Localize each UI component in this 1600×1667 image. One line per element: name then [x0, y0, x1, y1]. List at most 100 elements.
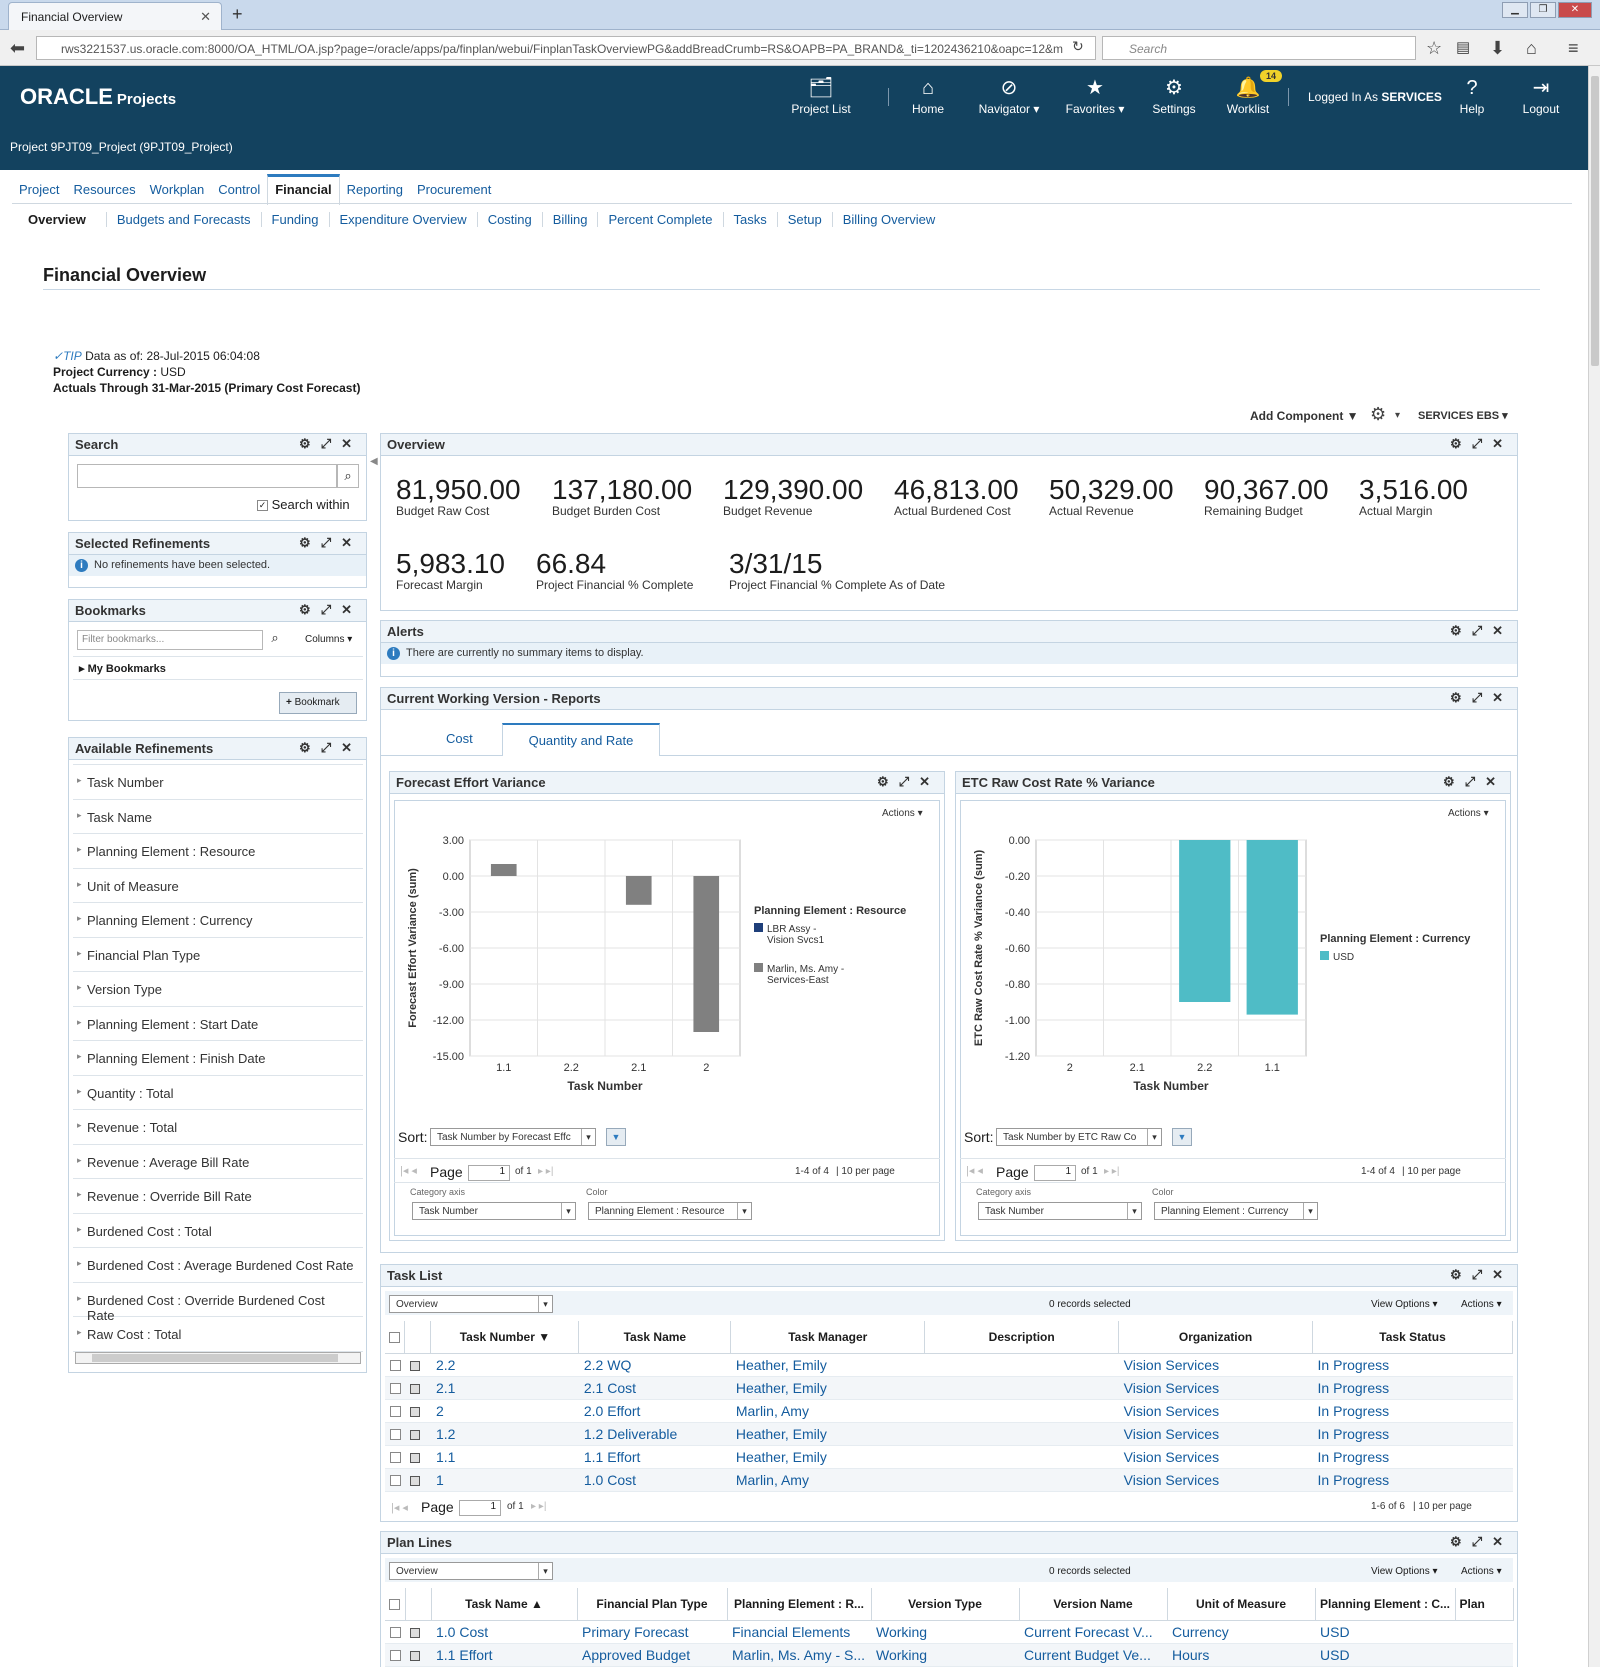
row-checkbox[interactable] [385, 1422, 405, 1446]
checkbox-icon[interactable] [390, 1627, 401, 1639]
plan-actions-menu[interactable]: Actions ▾ [1461, 1566, 1502, 1577]
cell-task-status[interactable]: In Progress [1312, 1445, 1513, 1469]
detail-icon[interactable] [409, 1360, 420, 1371]
refinement-item[interactable]: Task Number [73, 765, 363, 800]
worklist-button[interactable]: 🔔 Worklist [1220, 74, 1276, 116]
tab-financial[interactable]: Financial [267, 174, 340, 205]
filter-bookmarks-input[interactable]: Filter bookmarks... [77, 630, 263, 650]
tab-quantity-rate[interactable]: Quantity and Rate [502, 723, 660, 756]
cell-task-number[interactable]: 2.2 [430, 1353, 579, 1377]
subtab-costing[interactable]: Costing [478, 212, 543, 227]
restore-icon[interactable]: ❐ [1530, 2, 1556, 18]
refinement-item[interactable]: Burdened Cost : Average Burdened Cost Ra… [73, 1248, 363, 1283]
refinements-hscrollbar[interactable] [75, 1352, 361, 1364]
reload-icon[interactable]: ↻ [1072, 38, 1084, 54]
refinement-item[interactable]: Planning Element : Currency [73, 903, 363, 938]
chart-actions-menu[interactable]: Actions ▾ [1448, 808, 1489, 819]
subtab-billing[interactable]: Billing [543, 212, 599, 227]
navigator-button[interactable]: ⊘ Navigator ▾ [972, 74, 1046, 116]
column-header-task-number[interactable]: Task Number ▼ [430, 1321, 580, 1354]
checkbox-icon[interactable] [390, 1406, 401, 1418]
cell-task-number[interactable]: 1.2 [430, 1422, 579, 1446]
table-row[interactable]: 2 2.0 Effort Marlin, Amy Vision Services In … [385, 1399, 1513, 1423]
settings-button[interactable]: ⚙ Settings [1146, 74, 1202, 116]
panel-controls[interactable]: ⚙⤢✕ [1450, 690, 1513, 705]
page-input[interactable]: 1 [459, 1500, 501, 1516]
sort-direction-button[interactable]: ▼ [1172, 1128, 1192, 1146]
panel-controls[interactable]: ⚙⤢✕ [299, 436, 362, 451]
first-page-icon[interactable]: |◂ ◂ [966, 1165, 983, 1177]
row-detail-icon[interactable] [404, 1353, 431, 1377]
column-header-planning-element-resource[interactable]: Planning Element : R... [727, 1588, 872, 1621]
checkbox-icon[interactable] [390, 1452, 401, 1464]
cell-organization[interactable]: Vision Services [1118, 1445, 1313, 1469]
cell-task-manager[interactable]: Heather, Emily [730, 1353, 925, 1377]
column-header-unit-of-measure[interactable]: Unit of Measure [1167, 1588, 1316, 1621]
row-checkbox[interactable] [385, 1643, 405, 1667]
next-page-icon[interactable]: ▸ ▸| [531, 1501, 547, 1512]
page-settings-icon[interactable]: ⚙ [1370, 404, 1387, 424]
refinement-item[interactable]: Unit of Measure [73, 869, 363, 903]
my-bookmarks-node[interactable]: ▸ My Bookmarks [73, 656, 363, 680]
table-row[interactable]: 1.1 Effort Approved Budget Marlin, Ms. Amy… [385, 1643, 1513, 1667]
cell-task-name[interactable]: 2.0 Effort [578, 1399, 731, 1423]
color-select[interactable]: Planning Element : Resource ▾ [588, 1202, 752, 1220]
subtab-setup[interactable]: Setup [778, 212, 833, 227]
task-list-view-select[interactable]: Overview ▾ [389, 1295, 553, 1313]
sort-select[interactable]: Task Number by ETC Raw Co ▾ [996, 1128, 1162, 1146]
color-select[interactable]: Planning Element : Currency ▾ [1154, 1202, 1318, 1220]
page-input[interactable]: 1 [468, 1165, 510, 1181]
row-detail-icon[interactable] [405, 1643, 431, 1667]
row-checkbox[interactable] [385, 1445, 405, 1469]
cell-task-manager[interactable]: Marlin, Amy [730, 1399, 925, 1423]
download-icon[interactable]: ⬇ [1490, 38, 1506, 58]
scrollbar-thumb[interactable] [1591, 76, 1599, 366]
row-detail-icon[interactable] [405, 1620, 431, 1644]
view-options-menu[interactable]: View Options ▾ [1371, 1299, 1438, 1310]
refinement-item[interactable]: Revenue : Override Bill Rate [73, 1179, 363, 1214]
refinement-item[interactable]: Burdened Cost : Override Burdened Cost R… [73, 1283, 363, 1323]
url-bar[interactable]: rws3221537.us.oracle.com:8000/OA_HTML/OA… [36, 36, 1096, 60]
cell-task-number[interactable]: 2 [430, 1399, 579, 1423]
row-detail-icon[interactable] [404, 1399, 431, 1423]
column-header-organization[interactable]: Organization [1118, 1321, 1314, 1354]
row-detail-icon[interactable] [404, 1422, 431, 1446]
search-within-checkbox[interactable]: ✓ Search within [257, 497, 350, 512]
category-axis-select[interactable]: Task Number ▾ [978, 1202, 1142, 1220]
cell-task-name[interactable]: 1.2 Deliverable [578, 1422, 731, 1446]
cell-task-manager[interactable]: Marlin, Amy [730, 1468, 925, 1492]
refinement-item[interactable]: Task Name [73, 800, 363, 834]
cell-task-name[interactable]: 2.2 WQ [578, 1353, 731, 1377]
row-checkbox[interactable] [385, 1399, 405, 1423]
subtab-expenditure-overview[interactable]: Expenditure Overview [330, 212, 478, 227]
column-header-version-type[interactable]: Version Type [871, 1588, 1020, 1621]
table-row[interactable]: 2.1 2.1 Cost Heather, Emily Vision Services… [385, 1376, 1513, 1400]
cell-organization[interactable]: Vision Services [1118, 1353, 1313, 1377]
checkbox-icon[interactable] [390, 1475, 401, 1487]
cell-financial-plan-type[interactable]: Primary Forecast [577, 1620, 727, 1644]
refinement-item[interactable]: Burdened Cost : Total [73, 1214, 363, 1248]
cell-unit-of-measure[interactable]: Currency [1167, 1620, 1315, 1644]
add-component-button[interactable]: Add Component ▼ [1250, 409, 1359, 423]
checkbox-icon[interactable] [390, 1360, 401, 1372]
panel-controls[interactable]: ⚙⤢✕ [1450, 436, 1513, 451]
sort-direction-button[interactable]: ▼ [606, 1128, 626, 1146]
checkbox-icon[interactable] [389, 1599, 401, 1611]
refinement-item[interactable]: Version Type [73, 972, 363, 1007]
cell-version-type[interactable]: Working [871, 1643, 1019, 1667]
select-all-checkbox[interactable] [385, 1321, 406, 1354]
tab-resources[interactable]: Resources [73, 182, 136, 197]
back-icon[interactable]: ⬅ [10, 38, 26, 58]
cell-task-status[interactable]: In Progress [1312, 1399, 1513, 1423]
cell-planning-element-resource[interactable]: Financial Elements [727, 1620, 871, 1644]
browser-tab[interactable]: Financial Overview ✕ [8, 2, 222, 30]
cell-task-status[interactable]: In Progress [1312, 1376, 1513, 1400]
row-detail-icon[interactable] [404, 1445, 431, 1469]
row-checkbox[interactable] [385, 1353, 405, 1377]
cell-task-name[interactable]: 2.1 Cost [578, 1376, 731, 1400]
reading-list-icon[interactable]: ▤ [1456, 39, 1471, 56]
column-header-description[interactable]: Description [924, 1321, 1120, 1354]
subtab-overview[interactable]: Overview [28, 212, 86, 227]
cell-task-status[interactable]: In Progress [1312, 1468, 1513, 1492]
task-actions-menu[interactable]: Actions ▾ [1461, 1299, 1502, 1310]
